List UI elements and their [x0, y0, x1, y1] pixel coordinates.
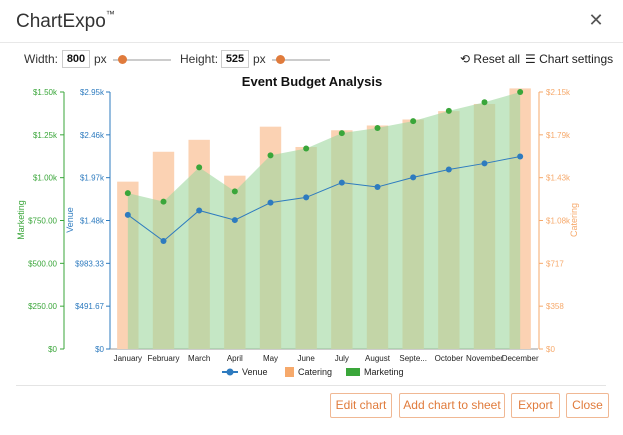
- reset-icon: ⟲: [460, 52, 471, 66]
- venue-axis-tick-label: $983.33: [75, 259, 104, 268]
- close-icon[interactable]: ✕: [588, 10, 604, 30]
- marketing-point: [231, 188, 238, 195]
- legend-venue-marker: [226, 368, 234, 376]
- marketing-point: [267, 152, 274, 159]
- legend-catering-swatch: [285, 367, 294, 377]
- marketing-axis-tick-label: $1.50k: [33, 88, 58, 97]
- add-chart-to-sheet-button[interactable]: Add chart to sheet: [399, 393, 505, 418]
- marketing-axis-tick-label: $1.00k: [33, 174, 58, 183]
- legend-catering-label: Catering: [298, 367, 332, 377]
- venue-point: [196, 207, 203, 214]
- legend-venue-label: Venue: [242, 367, 268, 377]
- marketing-point: [303, 145, 310, 152]
- chart-settings-label: Chart settings: [539, 52, 614, 66]
- marketing-point: [517, 89, 524, 95]
- venue-point: [267, 199, 274, 206]
- marketing-axis-title: Marketing: [16, 200, 26, 240]
- height-label: Height:: [180, 52, 219, 66]
- catering-axis-tick-label: $358: [546, 302, 564, 311]
- catering-axis-tick-label: $1.43k: [546, 174, 571, 183]
- venue-axis-title: Venue: [65, 207, 75, 233]
- x-tick-label: February: [147, 354, 179, 363]
- width-unit: px: [94, 52, 107, 66]
- marketing-point: [410, 118, 417, 125]
- marketing-area: [127, 92, 521, 349]
- chart-title: Event Budget Analysis: [242, 74, 382, 89]
- legend-marketing-label: Marketing: [364, 367, 404, 377]
- catering-axis-tick-label: $1.79k: [546, 131, 571, 140]
- x-tick-label: August: [365, 354, 391, 363]
- catering-axis-tick-label: $1.08k: [546, 217, 571, 226]
- edit-chart-button[interactable]: Edit chart: [330, 393, 392, 418]
- x-tick-label: Septe...: [399, 354, 427, 363]
- x-tick-label: April: [227, 354, 243, 363]
- marketing-point: [124, 190, 131, 197]
- venue-point: [231, 217, 238, 224]
- x-tick-label: October: [435, 354, 464, 363]
- chart: Event Budget Analysis $0 $250.00 $500.00 $7…: [16, 74, 579, 377]
- toolbar: Width: 800 px Height: 525 px ⟲ Reset all…: [0, 42, 623, 73]
- x-tick-label: May: [263, 354, 278, 363]
- x-tick-label: January: [114, 354, 142, 363]
- venue-axis-tick-label: $2.95k: [80, 88, 105, 97]
- marketing-point: [338, 130, 345, 137]
- venue-point: [374, 183, 381, 190]
- height-input[interactable]: 525: [221, 50, 249, 68]
- settings-sliders-icon: ☰: [525, 52, 536, 66]
- marketing-axis-tick-label: $1.25k: [33, 131, 58, 140]
- marketing-point: [196, 164, 203, 171]
- venue-line: [127, 155, 521, 242]
- venue-point: [445, 166, 452, 173]
- x-tick-label: November: [466, 354, 503, 363]
- marketing-point: [160, 198, 167, 205]
- catering-axis-tick-label: $2.15k: [546, 88, 571, 97]
- x-tick-label: June: [297, 354, 315, 363]
- venue-point: [338, 179, 345, 186]
- marketing-point: [445, 107, 452, 114]
- width-label: Width:: [24, 52, 59, 66]
- venue-axis-tick-label: $1.97k: [80, 174, 105, 183]
- height-slider[interactable]: [272, 59, 330, 61]
- width-slider[interactable]: [113, 59, 171, 61]
- close-button[interactable]: Close: [566, 393, 609, 418]
- width-input[interactable]: 800: [62, 50, 90, 68]
- marketing-axis-tick-label: $500.00: [28, 259, 57, 268]
- chart-settings-button[interactable]: ☰ Chart settings: [525, 52, 613, 66]
- venue-point: [303, 194, 310, 201]
- reset-all-label: Reset all: [473, 52, 521, 66]
- export-button[interactable]: Export: [511, 393, 560, 418]
- catering-axis-tick-label: $717: [546, 259, 564, 268]
- reset-all-button[interactable]: ⟲ Reset all: [460, 52, 520, 66]
- catering-axis-title: Catering: [569, 203, 579, 237]
- marketing-point: [481, 99, 488, 106]
- x-tick-label: December: [502, 354, 539, 363]
- height-unit: px: [253, 52, 266, 66]
- venue-point: [410, 174, 417, 181]
- venue-point: [517, 153, 524, 160]
- venue-axis-tick-label: $1.48k: [80, 217, 105, 226]
- catering-axis-tick-label: $0: [546, 345, 555, 354]
- venue-axis-tick-label: $491.67: [75, 302, 104, 311]
- x-tick-label: July: [335, 354, 349, 363]
- venue-axis-tick-label: $2.46k: [80, 131, 105, 140]
- venue-point: [160, 237, 167, 244]
- width-slider-knob[interactable]: [118, 55, 127, 64]
- marketing-axis-tick-label: $750.00: [28, 217, 57, 226]
- height-slider-knob[interactable]: [276, 55, 285, 64]
- marketing-axis-tick-label: $250.00: [28, 302, 57, 311]
- venue-point: [481, 160, 488, 167]
- divider: [16, 385, 606, 386]
- marketing-axis-tick-label: $0: [48, 345, 57, 354]
- venue-point: [124, 211, 131, 218]
- x-tick-label: March: [188, 354, 210, 363]
- marketing-point: [374, 124, 381, 131]
- venue-axis-tick-label: $0: [95, 345, 104, 354]
- app-title: ChartExpo™: [16, 9, 115, 32]
- legend-marketing-swatch: [346, 368, 360, 376]
